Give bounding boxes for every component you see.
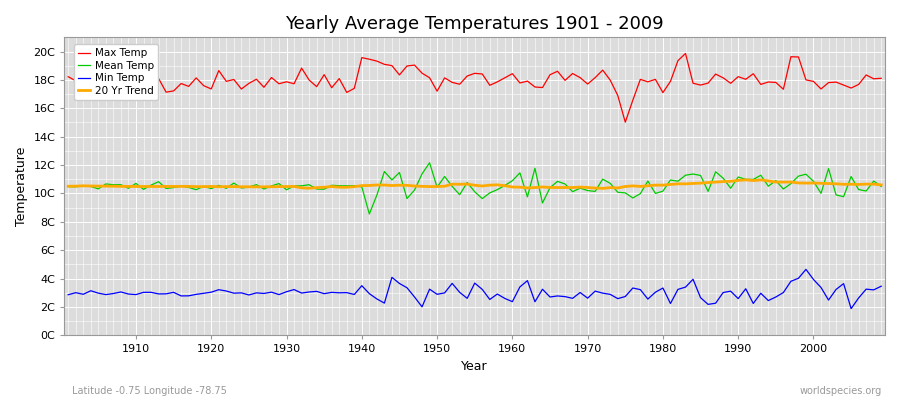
Max Temp bbox=[289, 81, 300, 86]
Text: Latitude -0.75 Longitude -78.75: Latitude -0.75 Longitude -78.75 bbox=[72, 386, 227, 396]
Max Temp bbox=[123, 80, 134, 85]
20 Yr Trend bbox=[605, 185, 616, 190]
Title: Yearly Average Temperatures 1901 - 2009: Yearly Average Temperatures 1901 - 2009 bbox=[285, 15, 664, 33]
Max Temp bbox=[680, 51, 691, 56]
Mean Temp bbox=[334, 183, 345, 188]
20 Yr Trend bbox=[598, 186, 608, 191]
Min Temp bbox=[507, 299, 517, 304]
Line: Min Temp: Min Temp bbox=[68, 269, 881, 309]
Min Temp bbox=[289, 287, 300, 292]
Min Temp bbox=[846, 306, 857, 311]
Min Temp bbox=[334, 290, 345, 295]
20 Yr Trend bbox=[289, 184, 300, 189]
20 Yr Trend bbox=[507, 185, 517, 190]
Mean Temp bbox=[876, 184, 886, 189]
20 Yr Trend bbox=[63, 184, 74, 189]
Min Temp bbox=[500, 296, 510, 301]
20 Yr Trend bbox=[123, 184, 134, 189]
Max Temp bbox=[620, 120, 631, 125]
Mean Temp bbox=[123, 186, 134, 191]
Mean Temp bbox=[364, 212, 374, 216]
Mean Temp bbox=[522, 194, 533, 199]
Max Temp bbox=[334, 76, 345, 81]
Y-axis label: Temperature: Temperature bbox=[15, 147, 28, 226]
Text: worldspecies.org: worldspecies.org bbox=[800, 386, 882, 396]
Legend: Max Temp, Mean Temp, Min Temp, 20 Yr Trend: Max Temp, Mean Temp, Min Temp, 20 Yr Tre… bbox=[74, 44, 158, 100]
Line: 20 Yr Trend: 20 Yr Trend bbox=[68, 180, 881, 188]
Mean Temp bbox=[515, 170, 526, 175]
Max Temp bbox=[507, 71, 517, 76]
Min Temp bbox=[801, 267, 812, 272]
Min Temp bbox=[63, 292, 74, 297]
20 Yr Trend bbox=[876, 182, 886, 187]
20 Yr Trend bbox=[500, 183, 510, 188]
Min Temp bbox=[123, 292, 134, 296]
Mean Temp bbox=[612, 190, 623, 195]
Mean Temp bbox=[63, 184, 74, 189]
Max Temp bbox=[876, 76, 886, 81]
20 Yr Trend bbox=[334, 185, 345, 190]
20 Yr Trend bbox=[741, 178, 751, 182]
Mean Temp bbox=[424, 160, 435, 165]
Max Temp bbox=[500, 76, 510, 80]
Line: Max Temp: Max Temp bbox=[68, 54, 881, 122]
Min Temp bbox=[598, 291, 608, 296]
X-axis label: Year: Year bbox=[462, 360, 488, 373]
Mean Temp bbox=[289, 184, 300, 188]
Line: Mean Temp: Mean Temp bbox=[68, 163, 881, 214]
Max Temp bbox=[598, 68, 608, 72]
Min Temp bbox=[876, 284, 886, 289]
Max Temp bbox=[63, 74, 74, 79]
